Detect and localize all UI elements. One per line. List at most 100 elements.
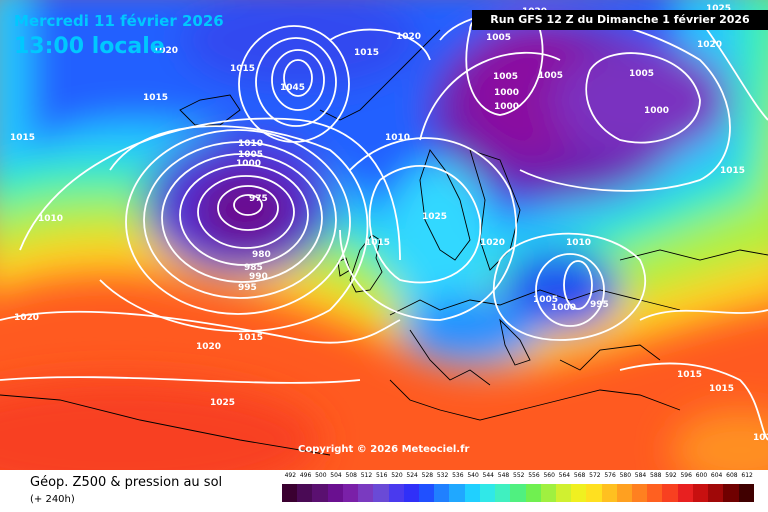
geopotential-field	[0, 0, 768, 470]
scale-label: 572	[589, 472, 601, 479]
isobar-label: 985	[244, 263, 263, 273]
scale-label: 568	[573, 472, 586, 479]
scale-swatch	[479, 484, 496, 502]
scale-swatch	[464, 484, 480, 502]
coastlines	[0, 29, 768, 456]
scale-label: 496	[299, 472, 312, 479]
color-scale-bar	[282, 484, 754, 502]
scale-swatch	[358, 484, 374, 502]
scale-swatch	[662, 484, 678, 502]
scale-label: 592	[665, 472, 677, 479]
scale-label: 600	[695, 472, 708, 479]
legend-footer: Géop. Z500 & pression au sol (+ 240h) 49…	[0, 470, 768, 512]
isobar-label: 1010	[385, 133, 410, 143]
isobar-label: 1000	[494, 102, 519, 112]
isobar-label: 1010	[38, 214, 63, 224]
isobar-label: 1005	[533, 295, 558, 305]
isobar-label: 1000	[644, 106, 669, 116]
scale-swatch	[571, 484, 587, 502]
scale-label: 500	[315, 472, 327, 479]
map-title: Géop. Z500 & pression au sol	[30, 475, 223, 490]
pressure-center-label: 1045	[280, 83, 305, 93]
isobar-label: 1000	[494, 88, 519, 98]
scale-swatch	[601, 484, 617, 502]
scale-label: 492	[284, 472, 297, 479]
scale-label: 552	[513, 472, 525, 479]
run-info-banner: Run GFS 12 Z du Dimanche 1 février 2026	[472, 10, 768, 30]
isobar-label: 1020	[480, 238, 505, 248]
scale-swatch	[525, 484, 541, 502]
isobar-label: 1015	[677, 370, 702, 380]
scale-swatch	[297, 484, 313, 502]
scale-label: 532	[436, 472, 449, 479]
scale-label: 596	[680, 472, 692, 479]
scale-swatch	[434, 484, 450, 502]
isobar-label: 995	[590, 300, 609, 310]
scale-swatch	[616, 484, 633, 502]
isobar-label: 1010	[566, 238, 591, 248]
isobar-label: 990	[249, 272, 268, 282]
scale-label: 608	[726, 472, 738, 479]
isobar-label: 1020	[14, 313, 39, 323]
high-pressure-marker: 1045	[280, 83, 305, 93]
scale-swatch	[586, 484, 602, 502]
scale-label: 560	[543, 472, 555, 479]
scale-label: 540	[467, 472, 479, 479]
isobar-label: 1020	[697, 40, 722, 50]
scale-label: 520	[391, 472, 403, 479]
isobar-label: 1015	[709, 384, 734, 394]
isobar-label: 1015	[238, 333, 263, 343]
forecast-offset: (+ 240h)	[30, 494, 75, 505]
isobar-label: 1005	[493, 72, 518, 82]
isobar-label: 1020	[196, 342, 221, 352]
isobar-label: 1015	[143, 93, 168, 103]
scale-label: 580	[619, 472, 632, 479]
scale-label: 504	[330, 472, 342, 479]
scale-swatch	[312, 484, 328, 502]
scale-label: 604	[710, 472, 723, 479]
scale-swatch	[632, 484, 648, 502]
isobar-label: 1005	[238, 150, 263, 160]
scale-swatch	[692, 484, 709, 502]
scale-swatch	[540, 484, 556, 502]
scale-swatch	[388, 484, 404, 502]
scale-swatch	[418, 484, 435, 502]
scale-swatch	[510, 484, 526, 502]
isobar-label: 1005	[538, 71, 563, 81]
scale-label: 516	[375, 472, 388, 479]
copyright-notice: Copyright © 2026 Meteociel.fr	[298, 444, 470, 455]
forecast-date: Mercredi 11 février 2026	[14, 12, 224, 30]
isobar-label: 1015	[354, 48, 379, 58]
isobar-label: 1025	[422, 212, 447, 222]
isobar-label: 1000	[551, 303, 576, 313]
color-scale-labels: 492 496 500 504 508 512 516 520 524 528 532 536 540 5…	[282, 472, 754, 484]
scale-label: 544	[482, 472, 494, 479]
isobar-label: 975	[249, 194, 268, 204]
scale-swatch	[495, 484, 511, 502]
scale-label: 576	[604, 472, 616, 479]
isobar-label: 1025	[210, 398, 235, 408]
isobar-label: 980	[252, 250, 271, 260]
scale-label: 524	[406, 472, 418, 479]
isobar-label: 995	[238, 283, 257, 293]
scale-swatch	[282, 484, 298, 502]
isobar-label: 1015	[365, 238, 390, 248]
isobar-label: 1000	[236, 159, 261, 169]
scale-swatch	[647, 484, 663, 502]
scale-label: 612	[741, 472, 753, 479]
scale-label: 556	[528, 472, 540, 479]
isobar-label: 1025	[706, 4, 731, 14]
scale-label: 512	[360, 472, 373, 479]
isobar-label: 1005	[629, 69, 654, 79]
isobar-label: 1015	[720, 166, 745, 176]
forecast-time: 13:00 locale	[14, 34, 165, 59]
isobar-label: 1020	[396, 32, 421, 42]
isobar-label: 1010	[238, 139, 263, 149]
scale-swatch	[708, 484, 724, 502]
scale-swatch	[555, 484, 572, 502]
scale-label: 584	[634, 472, 647, 479]
scale-swatch	[723, 484, 739, 502]
isobar-lines	[0, 10, 768, 441]
scale-label: 588	[650, 472, 662, 479]
